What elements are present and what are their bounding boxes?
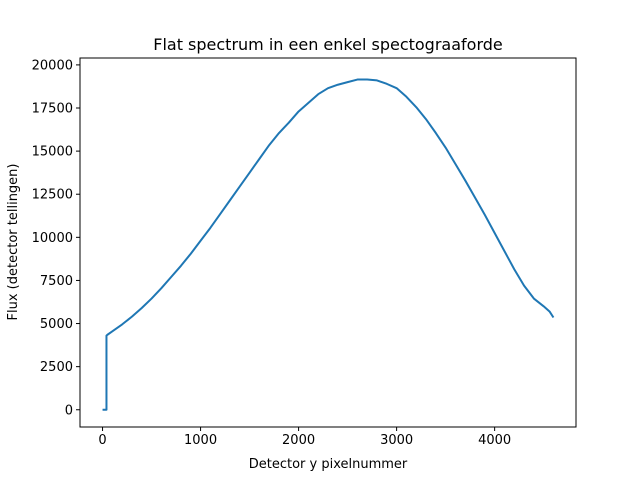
x-axis-ticks: 0 1000 2000 3000 4000: [98, 427, 511, 448]
x-tick-label: 0: [98, 433, 106, 448]
y-tick-label: 0: [65, 403, 73, 418]
y-tick-label: 17500: [32, 102, 73, 117]
y-axis-label: Flux (detector tellingen): [6, 164, 21, 321]
x-tick-label: 1000: [184, 433, 217, 448]
chart-title: Flat spectrum in een enkel spectograafor…: [153, 35, 503, 54]
y-tick-label: 15000: [32, 145, 73, 160]
x-axis-label: Detector y pixelnummer: [249, 457, 408, 472]
plot-area: [102, 78, 555, 411]
x-tick-label: 2000: [282, 433, 315, 448]
x-tick-label: 3000: [380, 433, 413, 448]
plot-frame: [79, 57, 577, 428]
y-axis-ticks: 0 2500 5000 7500 10000 12500 15000 17500 20000: [32, 58, 80, 418]
y-tick-label: 2500: [40, 360, 73, 375]
y-tick-label: 20000: [32, 58, 73, 73]
y-tick-label: 5000: [40, 317, 73, 332]
y-tick-label: 12500: [32, 188, 73, 203]
y-tick-label: 10000: [32, 231, 73, 246]
spectrum-line: [102, 78, 555, 411]
x-tick-label: 4000: [478, 433, 511, 448]
y-tick-label: 7500: [40, 274, 73, 289]
